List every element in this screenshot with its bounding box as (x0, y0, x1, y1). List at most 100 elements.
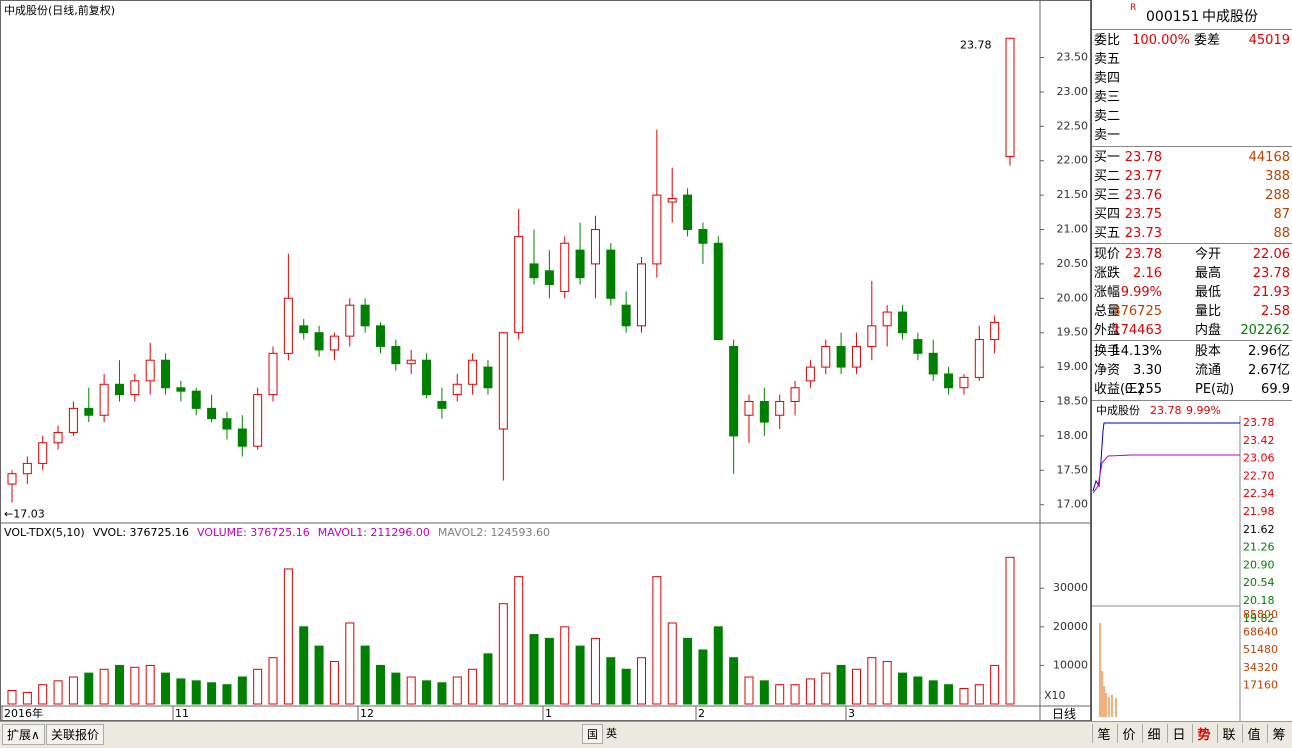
low-annotation: ←17.03 (4, 508, 45, 521)
side-tab[interactable]: 细 (1142, 724, 1165, 743)
quote-cell: 69.9 (1261, 382, 1290, 397)
side-tab[interactable]: 联 (1217, 724, 1240, 743)
volume-bar (974, 684, 984, 705)
side-tab[interactable]: 筹 (1267, 724, 1290, 743)
toolbar-button[interactable]: 国 (582, 724, 603, 744)
candle-body (867, 325, 877, 347)
candle-body (575, 249, 585, 279)
quote-cell: 174463 (1112, 323, 1162, 338)
quote-cell: 内盘 (1195, 323, 1222, 338)
candle-body (452, 383, 462, 396)
date-label: 2 (698, 707, 705, 720)
quote-cell: 23.76 (1124, 188, 1162, 203)
mini-price-label: 23.06 (1243, 452, 1275, 465)
candle-body (468, 359, 478, 385)
frame (0, 0, 1091, 721)
mini-price-label: 23.42 (1243, 434, 1275, 447)
volume-bar (836, 664, 846, 705)
mini-price-label: 23.78 (1243, 416, 1275, 429)
mini-price-label: 21.62 (1243, 523, 1275, 536)
volume-bar (38, 684, 48, 705)
toolbar-button[interactable]: 英 (606, 727, 617, 740)
candle-body (514, 235, 524, 334)
quote-cell: 2.96亿 (1248, 344, 1290, 359)
candle-body (959, 376, 969, 389)
y-tick-label: 19.50 (1057, 326, 1089, 339)
volume-bar (959, 688, 969, 705)
volume-bar (928, 680, 938, 705)
stock-code: 000151 (1146, 9, 1200, 25)
side-tab[interactable]: 值 (1242, 724, 1265, 743)
quote-cell: 2.16 (1133, 266, 1162, 281)
quote-cell: 量比 (1195, 304, 1222, 319)
volume-bar (790, 684, 800, 705)
vol-legend: MAVOL2: 124593.60 (438, 526, 550, 539)
date-label: 12 (360, 707, 374, 720)
mini-price: 23.78 (1150, 404, 1182, 417)
candle-body (498, 332, 508, 430)
side-tab[interactable]: 笔 (1092, 724, 1115, 743)
side-tab[interactable]: 价 (1117, 724, 1140, 743)
volume-bar (345, 622, 355, 705)
quote-cell: 3.30 (1133, 363, 1162, 378)
volume-bar (606, 657, 616, 705)
vol-legend: VOLUME: 376725.16 (197, 526, 310, 539)
volume-bar (329, 661, 339, 705)
candle-body (68, 407, 78, 433)
candle-body (345, 304, 355, 337)
candle-body (683, 194, 693, 231)
candle-body (759, 400, 769, 423)
date-label: 11 (175, 707, 189, 720)
vol-legend: MAVOL1: 211296.00 (318, 526, 430, 539)
mini-price-label: 22.70 (1243, 469, 1275, 482)
candle-body (974, 339, 984, 378)
candle-body (652, 194, 662, 265)
candle-body (99, 383, 109, 416)
quote-cell: 23.78 (1124, 150, 1162, 165)
y-tick-label: 10000 (1053, 658, 1088, 671)
volume-bar (775, 684, 785, 705)
quote-cell: 45019 (1248, 33, 1290, 48)
volume-bar (207, 682, 217, 705)
candle-body (114, 383, 124, 396)
date-label: 3 (848, 707, 855, 720)
candle-body (38, 442, 48, 464)
separator (1092, 400, 1292, 401)
volume-bar (68, 676, 78, 705)
quote-cell: 收益(三) (1094, 382, 1144, 397)
y-tick-label: 30000 (1053, 581, 1088, 594)
quote-cell: 买四 (1094, 207, 1121, 222)
candle-body (928, 352, 938, 375)
quote-cell: 2.58 (1261, 304, 1290, 319)
candle-body (391, 345, 401, 365)
y-tick-label: 20000 (1053, 620, 1088, 633)
volume-bar (468, 668, 478, 705)
quote-cell: 388 (1265, 169, 1290, 184)
volume-bar (621, 668, 631, 705)
quote-cell: 88 (1273, 226, 1290, 241)
chart: 中成股份(日线,前复权) X10 17.00 17.50 18.00 18.50 19.… (0, 0, 1091, 721)
volume-bar (406, 676, 416, 705)
candle-body (253, 394, 263, 447)
quote-cell: 23.78 (1252, 266, 1290, 281)
tab[interactable]: 关联报价 (46, 724, 105, 745)
volume-bar (7, 689, 17, 705)
volume-bar (698, 649, 708, 705)
tab[interactable]: 扩展∧ (2, 724, 45, 745)
quote-cell: 0.255 (1124, 382, 1162, 397)
volume-bar (805, 678, 815, 705)
volume-bar (867, 657, 877, 705)
candle-body (237, 428, 247, 447)
side-tab[interactable]: 势 (1192, 724, 1215, 743)
side-tab[interactable]: 日 (1167, 724, 1190, 743)
volume-bar (713, 626, 723, 705)
y-tick-label: 21.00 (1057, 223, 1089, 236)
candle-body (805, 366, 815, 382)
y-tick-label: 18.00 (1057, 429, 1089, 442)
separator (1092, 146, 1292, 147)
volume-bar (299, 626, 309, 705)
candle-body (7, 473, 17, 485)
y-tick-label: 21.50 (1057, 188, 1089, 201)
quote-cell: 87 (1273, 207, 1290, 222)
